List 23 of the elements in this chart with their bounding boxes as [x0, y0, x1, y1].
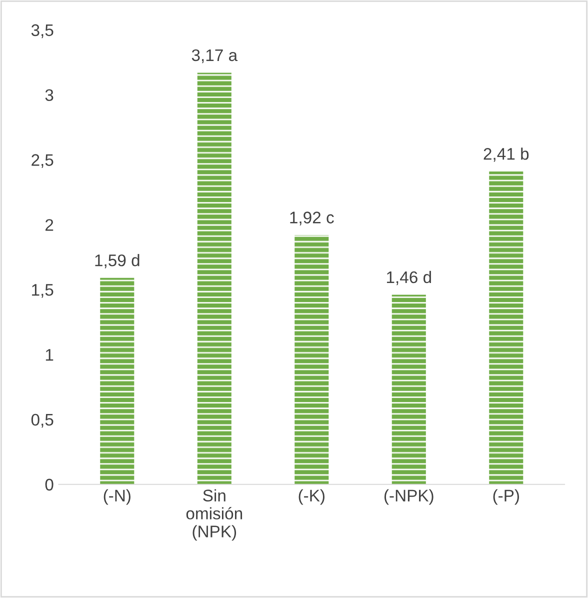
y-tick-label: 3	[45, 89, 54, 102]
bar	[100, 278, 134, 484]
bar	[489, 171, 524, 484]
x-tick-label: Sin omisión (NPK)	[186, 489, 242, 541]
y-tick-label: 3,5	[31, 24, 54, 38]
data-label: 1,59 d	[95, 254, 140, 268]
data-label: 3,17 a	[192, 49, 238, 64]
x-tick-label: (-N)	[104, 489, 130, 505]
bar	[392, 294, 426, 484]
bar	[197, 72, 232, 484]
y-tick-label: 2	[46, 219, 54, 231]
x-tick-label: (-NPK)	[384, 489, 434, 505]
y-tick-label: 0,5	[31, 414, 54, 428]
y-tick-label: 2,5	[32, 154, 54, 168]
x-tick-label: (-P)	[493, 489, 519, 505]
x-tick-label: (-K)	[298, 489, 324, 505]
bar	[294, 235, 329, 484]
y-tick-label: 1,5	[32, 284, 54, 298]
data-label: 1,92 c	[290, 212, 334, 226]
data-label: 2,41 b	[484, 148, 529, 162]
data-label: 1,46 d	[386, 270, 431, 286]
y-tick-label: 0	[45, 478, 54, 491]
y-tick-label: 1	[46, 349, 54, 361]
